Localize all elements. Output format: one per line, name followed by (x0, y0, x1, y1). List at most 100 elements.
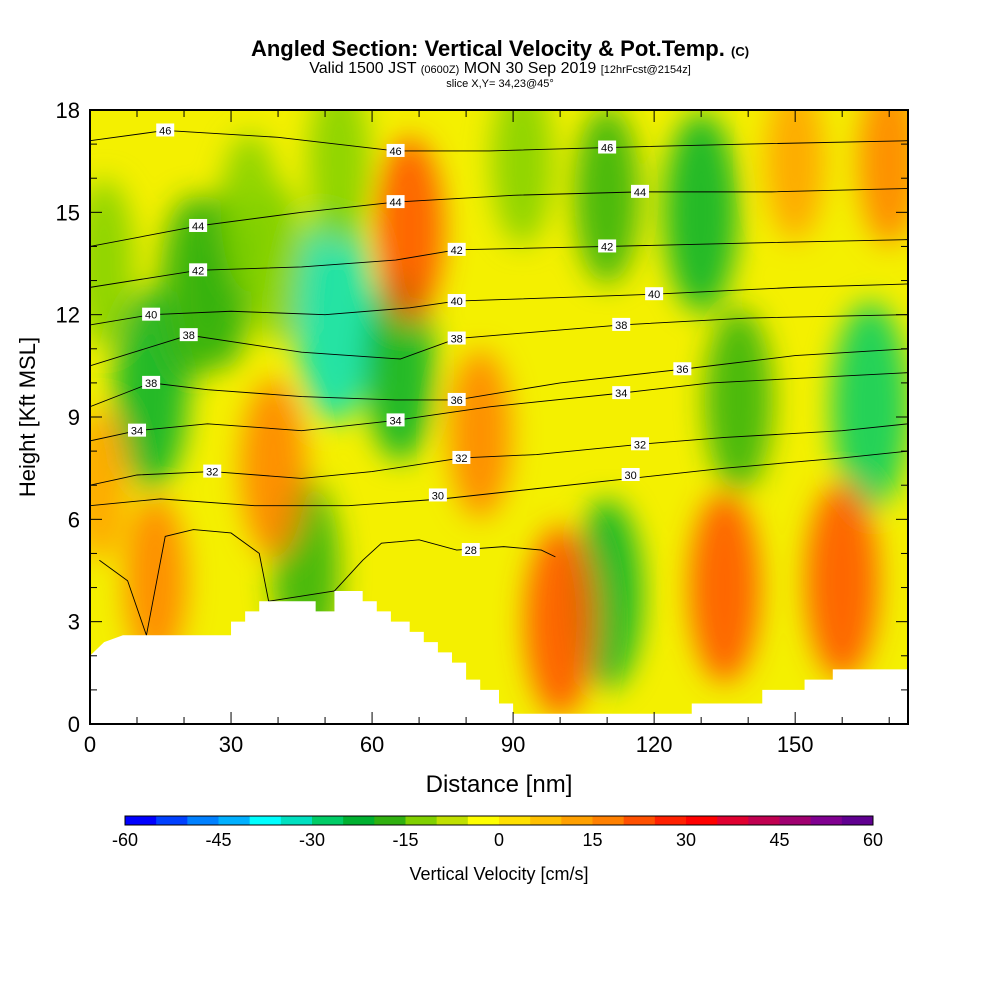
colorbar: -60 -45 -30 -15 0 15 30 45 60 (112, 815, 883, 850)
isentrope-label-text: 44 (634, 187, 646, 199)
colorbar-swatch-20 (748, 816, 780, 825)
isentrope-label-text: 36 (451, 395, 463, 407)
isentrope-label-22: 32 (452, 450, 471, 465)
x-tick-label-2: 60 (360, 732, 384, 757)
isentrope-label-21: 32 (203, 464, 222, 479)
colorbar-swatch-2 (187, 816, 219, 825)
x-tick-label-0: 0 (84, 732, 96, 757)
colorbar-swatch-22 (810, 816, 843, 825)
isentrope-label-text: 32 (455, 453, 467, 465)
isentrope-label-text: 46 (601, 143, 613, 155)
colorbar-swatch-5 (280, 816, 313, 825)
isentrope-label-text: 38 (145, 378, 157, 390)
isentrope-44 (90, 188, 908, 247)
y-tick-label-3: 9 (68, 405, 80, 430)
colorbar-swatch-18 (686, 816, 718, 825)
isentrope-label-text: 40 (648, 289, 660, 301)
colorbar-swatch-19 (717, 816, 749, 825)
y-tick-label-6: 18 (56, 98, 80, 123)
isentrope-label-7: 42 (447, 242, 466, 257)
isentrope-label-6: 42 (189, 263, 208, 277)
velocity-cell-23 (858, 110, 908, 246)
isentrope-label-text: 40 (145, 310, 157, 322)
isentrope-label-text: 38 (183, 330, 195, 342)
colorbar-swatch-12 (499, 816, 531, 825)
terrain (90, 590, 908, 724)
colorbar-swatch-11 (467, 816, 500, 825)
isentrope-label-text: 38 (615, 320, 627, 332)
isentrope-34 (90, 372, 908, 442)
colorbar-swatch-0 (125, 816, 157, 825)
isentrope-label-11: 40 (645, 287, 664, 301)
colorbar-swatch-4 (249, 816, 282, 825)
isentrope-28 (99, 529, 556, 638)
isentrope-label-17: 36 (673, 362, 692, 376)
velocity-cell-16 (831, 301, 908, 512)
isentrope-label-16: 36 (447, 392, 466, 407)
colorbar-swatch-23 (841, 816, 874, 825)
colorbar-swatch-15 (592, 816, 625, 825)
isentrope-label-24: 30 (428, 488, 447, 502)
colorbar-swatch-9 (405, 816, 438, 825)
velocity-cell-7 (294, 206, 375, 423)
y-tick-label-5: 15 (56, 200, 80, 225)
isentrope-label-26: 28 (461, 543, 480, 557)
isentrope-label-10: 40 (447, 294, 466, 308)
chart-slice-line: slice X,Y= 34,23@45° (446, 78, 554, 90)
isentrope-40 (90, 283, 908, 326)
terrain-fill (90, 590, 908, 724)
isentrope-label-text: 34 (131, 426, 143, 438)
isentrope-label-text: 32 (206, 467, 218, 479)
colorbar-tick-8: 60 (863, 830, 883, 850)
isentrope-label-text: 40 (451, 296, 463, 308)
velocity-cell-18 (689, 492, 760, 683)
isentrope-label-text: 30 (625, 470, 637, 482)
velocity-cell-14 (664, 112, 739, 313)
y-tick-label-2: 6 (68, 507, 80, 532)
isentrope-lines (90, 130, 908, 638)
colorbar-swatch-13 (530, 816, 562, 825)
velocity-cell-19 (805, 482, 879, 680)
colorbar-swatch-21 (779, 816, 812, 825)
isentrope-label-text: 36 (676, 364, 688, 376)
colorbar-tick-2: -30 (299, 830, 325, 850)
colorbar-tick-1: -45 (205, 830, 231, 850)
colorbar-swatch-10 (436, 816, 469, 825)
velocity-cell-22 (449, 350, 512, 519)
colorbar-label: Vertical Velocity [cm/s] (409, 864, 588, 884)
isentrope-label-text: 28 (465, 545, 477, 557)
colorbar-tick-0: -60 (112, 830, 138, 850)
colorbar-tick-6: 30 (676, 830, 696, 850)
colorbar-swatch-6 (312, 816, 344, 825)
colorbar-tick-7: 45 (769, 830, 789, 850)
colorbar-swatch-17 (654, 816, 687, 825)
isentrope-label-20: 34 (612, 386, 631, 400)
colorbar-tick-4: 0 (494, 830, 504, 850)
colorbar-tick-5: 15 (582, 830, 602, 850)
velocity-cell-10 (375, 137, 444, 322)
isentrope-label-23: 32 (631, 437, 650, 451)
y-axis-label: Height [Kft MSL] (15, 337, 40, 497)
velocity-cell-12 (574, 110, 640, 285)
isentrope-label-1: 46 (386, 143, 405, 158)
x-tick-label-3: 90 (501, 732, 525, 757)
colorbar-tick-3: -15 (392, 830, 418, 850)
isentrope-label-text: 44 (192, 221, 204, 233)
x-tick-label-1: 30 (219, 732, 243, 757)
velocity-cell-8 (308, 110, 371, 246)
velocity-cell-21 (240, 379, 307, 557)
velocity-cell-20 (124, 496, 187, 665)
isentrope-label-3: 44 (189, 218, 208, 233)
y-tick-label-1: 3 (68, 610, 80, 635)
x-axis: 0 30 60 90 120 150 (84, 110, 890, 757)
colorbar-swatch-16 (623, 816, 656, 825)
isentrope-label-14: 38 (612, 317, 631, 332)
isentrope-label-12: 38 (179, 328, 198, 342)
velocity-cell-25 (765, 110, 825, 241)
isentrope-label-text: 46 (159, 125, 171, 137)
isentrope-label-text: 38 (451, 334, 463, 346)
isentrope-36 (90, 348, 908, 408)
isentrope-label-text: 46 (389, 146, 401, 158)
isentrope-label-5: 44 (631, 184, 650, 199)
isentrope-label-8: 42 (598, 239, 617, 253)
